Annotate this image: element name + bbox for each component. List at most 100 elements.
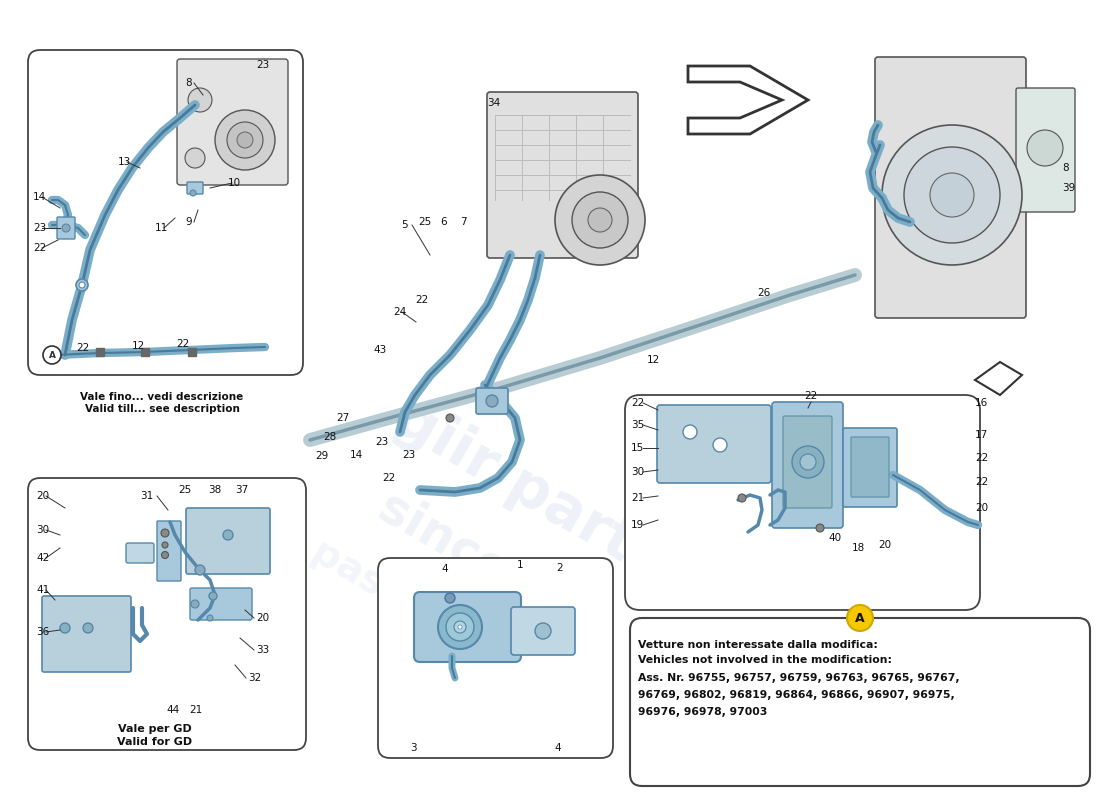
- Circle shape: [236, 132, 253, 148]
- Text: 19: 19: [631, 520, 645, 530]
- Text: 16: 16: [975, 398, 988, 408]
- Text: 25: 25: [178, 485, 191, 495]
- Text: 31: 31: [140, 491, 153, 501]
- Circle shape: [62, 224, 70, 232]
- Text: 8: 8: [1062, 163, 1068, 173]
- Text: 23: 23: [33, 223, 46, 233]
- Text: 7: 7: [460, 217, 466, 227]
- Text: 27: 27: [336, 413, 350, 423]
- Text: 38: 38: [208, 485, 221, 495]
- FancyBboxPatch shape: [57, 217, 75, 239]
- Text: 33: 33: [256, 645, 270, 655]
- Text: 15: 15: [631, 443, 645, 453]
- Circle shape: [82, 623, 94, 633]
- Circle shape: [882, 125, 1022, 265]
- Circle shape: [190, 190, 196, 196]
- Text: 23: 23: [256, 60, 270, 70]
- Text: 18: 18: [851, 543, 865, 553]
- Text: 22: 22: [631, 398, 645, 408]
- Text: 2: 2: [557, 563, 563, 573]
- Circle shape: [847, 605, 873, 631]
- Text: 4: 4: [442, 564, 449, 574]
- Circle shape: [162, 542, 168, 548]
- Circle shape: [572, 192, 628, 248]
- Text: 22: 22: [176, 339, 189, 349]
- Text: 42: 42: [36, 553, 50, 563]
- FancyBboxPatch shape: [378, 558, 613, 758]
- Circle shape: [713, 438, 727, 452]
- FancyBboxPatch shape: [1016, 88, 1075, 212]
- Text: 30: 30: [36, 525, 50, 535]
- Bar: [96, 348, 104, 356]
- Circle shape: [191, 600, 199, 608]
- Text: 22: 22: [33, 243, 46, 253]
- FancyBboxPatch shape: [414, 592, 521, 662]
- Circle shape: [60, 623, 70, 633]
- FancyBboxPatch shape: [512, 607, 575, 655]
- Circle shape: [683, 425, 697, 439]
- Text: 21: 21: [189, 705, 202, 715]
- FancyBboxPatch shape: [625, 395, 980, 610]
- Circle shape: [161, 529, 169, 537]
- FancyBboxPatch shape: [190, 588, 252, 620]
- Text: 13: 13: [118, 157, 131, 167]
- Circle shape: [446, 593, 455, 603]
- Text: 8: 8: [185, 78, 191, 88]
- Circle shape: [556, 175, 645, 265]
- Circle shape: [588, 208, 612, 232]
- Bar: [188, 348, 196, 356]
- Text: 22: 22: [76, 343, 89, 353]
- Text: 17: 17: [975, 430, 988, 440]
- Text: 22: 22: [382, 473, 395, 483]
- FancyBboxPatch shape: [843, 428, 896, 507]
- Text: passion for: passion for: [305, 533, 535, 687]
- FancyBboxPatch shape: [476, 388, 508, 414]
- Text: 12: 12: [131, 341, 144, 351]
- Text: 44: 44: [166, 705, 179, 715]
- Text: 4: 4: [554, 743, 561, 753]
- Circle shape: [227, 122, 263, 158]
- Text: Valid for GD: Valid for GD: [118, 737, 192, 747]
- Text: 14: 14: [350, 450, 363, 460]
- Circle shape: [195, 565, 205, 575]
- Text: 39: 39: [1062, 183, 1076, 193]
- Circle shape: [816, 524, 824, 532]
- Text: 20: 20: [879, 540, 892, 550]
- Text: Ass. Nr. 96755, 96757, 96759, 96763, 96765, 96767,: Ass. Nr. 96755, 96757, 96759, 96763, 967…: [638, 673, 959, 683]
- Text: 28: 28: [323, 432, 337, 442]
- Text: 20: 20: [975, 503, 988, 513]
- Text: 9: 9: [185, 217, 191, 227]
- FancyBboxPatch shape: [772, 402, 843, 528]
- Text: A: A: [855, 611, 865, 625]
- Circle shape: [738, 494, 746, 502]
- Text: 6: 6: [441, 217, 448, 227]
- Bar: [141, 348, 149, 356]
- FancyBboxPatch shape: [28, 50, 302, 375]
- FancyBboxPatch shape: [657, 405, 771, 483]
- Text: 1: 1: [517, 560, 524, 570]
- Polygon shape: [688, 66, 808, 134]
- Circle shape: [79, 282, 85, 288]
- Text: 11: 11: [155, 223, 168, 233]
- Text: A: A: [48, 350, 55, 359]
- Text: 96769, 96802, 96819, 96864, 96866, 96907, 96975,: 96769, 96802, 96819, 96864, 96866, 96907…: [638, 690, 955, 700]
- Text: 20: 20: [36, 491, 50, 501]
- FancyBboxPatch shape: [126, 543, 154, 563]
- Circle shape: [458, 625, 462, 629]
- Text: 96976, 96978, 97003: 96976, 96978, 97003: [638, 707, 768, 717]
- Polygon shape: [975, 362, 1022, 395]
- Circle shape: [76, 279, 88, 291]
- FancyBboxPatch shape: [187, 182, 204, 194]
- Text: 23: 23: [375, 437, 388, 447]
- Text: 41: 41: [36, 585, 50, 595]
- Circle shape: [446, 414, 454, 422]
- FancyBboxPatch shape: [487, 92, 638, 258]
- Text: 21: 21: [631, 493, 645, 503]
- Text: 5: 5: [402, 220, 408, 230]
- Text: 22: 22: [804, 391, 817, 401]
- Circle shape: [162, 551, 168, 558]
- Text: 12: 12: [647, 355, 660, 365]
- FancyBboxPatch shape: [42, 596, 131, 672]
- FancyBboxPatch shape: [783, 416, 832, 508]
- Circle shape: [1027, 130, 1063, 166]
